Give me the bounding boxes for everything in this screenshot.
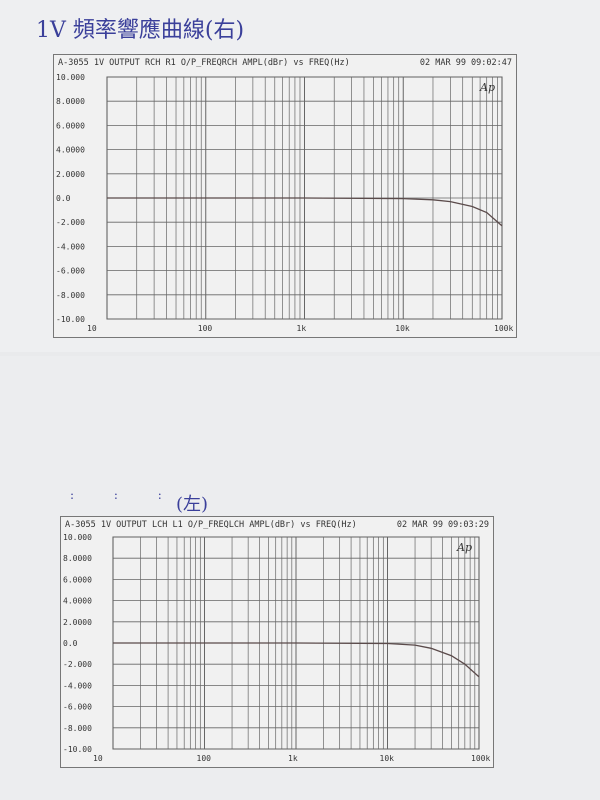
x-tick-label: 100k bbox=[471, 754, 490, 763]
x-tick-label: 100k bbox=[494, 324, 513, 333]
chart-title: A-3055 1V OUTPUT LCH L1 O/P_FREQLCH AMPL… bbox=[65, 520, 357, 530]
y-tick-label: 8.0000 bbox=[56, 97, 85, 106]
series-line bbox=[113, 642, 480, 678]
handwritten-left-label: (左) bbox=[176, 494, 209, 515]
handwritten-title: 1V 頻率響應曲線(右) bbox=[36, 18, 245, 43]
chart-panel-left: A-3055 1V OUTPUT LCH L1 O/P_FREQLCH AMPL… bbox=[60, 516, 494, 768]
chart-svg: 10.000 8.0000 6.0000 4.0000 2.0000 0.0 -2.000 -… bbox=[63, 533, 490, 763]
y-tick-label: 2.0000 bbox=[63, 618, 92, 627]
handwritten-dots: : : : bbox=[70, 488, 180, 502]
chart-svg: 10.000 8.0000 6.0000 4.0000 2.0000 0.0 -2.000 -… bbox=[56, 73, 513, 333]
x-tick-label: 100 bbox=[198, 324, 213, 333]
x-tick-label: 10k bbox=[395, 324, 410, 333]
ap-logo: Ap bbox=[479, 81, 495, 94]
y-tick-label: 2.0000 bbox=[56, 170, 85, 179]
y-tick-label: 6.0000 bbox=[63, 575, 92, 584]
y-tick-label: 8.0000 bbox=[63, 554, 92, 563]
y-tick-label: -8.000 bbox=[56, 291, 85, 300]
x-tick-label: 100 bbox=[197, 754, 212, 763]
y-tick-label: 6.0000 bbox=[56, 121, 85, 130]
y-tick-label: -4.000 bbox=[63, 681, 92, 690]
x-tick-label: 10 bbox=[87, 324, 97, 333]
y-tick-label: 0.0 bbox=[56, 194, 71, 203]
y-tick-label: 0.0 bbox=[63, 639, 78, 648]
chart-timestamp: 02 MAR 99 09:02:47 bbox=[419, 58, 512, 68]
y-tick-label: 4.0000 bbox=[63, 597, 92, 606]
y-tick-label: -2.000 bbox=[63, 660, 92, 669]
y-tick-label: -10.00 bbox=[63, 745, 92, 754]
x-tick-label: 1k bbox=[288, 754, 298, 763]
y-tick-label: 4.0000 bbox=[56, 146, 85, 155]
y-tick-label: -10.00 bbox=[56, 315, 85, 324]
chart-panel-right: A-3055 1V OUTPUT RCH R1 O/P_FREQRCH AMPL… bbox=[53, 54, 517, 338]
y-tick-label: -8.000 bbox=[63, 724, 92, 733]
y-tick-label: -6.000 bbox=[56, 267, 85, 276]
y-tick-label: 10.000 bbox=[56, 73, 85, 82]
chart-timestamp: 02 MAR 99 09:03:29 bbox=[396, 520, 489, 530]
ap-logo: Ap bbox=[456, 541, 472, 554]
series-line bbox=[107, 197, 503, 227]
x-tick-label: 1k bbox=[297, 324, 307, 333]
y-tick-label: 10.000 bbox=[63, 533, 92, 542]
x-tick-label: 10k bbox=[380, 754, 395, 763]
y-tick-label: -6.000 bbox=[63, 703, 92, 712]
y-tick-label: -2.000 bbox=[56, 218, 85, 227]
y-tick-label: -4.000 bbox=[56, 242, 85, 251]
x-tick-label: 10 bbox=[93, 754, 103, 763]
chart-title: A-3055 1V OUTPUT RCH R1 O/P_FREQRCH AMPL… bbox=[58, 58, 350, 68]
